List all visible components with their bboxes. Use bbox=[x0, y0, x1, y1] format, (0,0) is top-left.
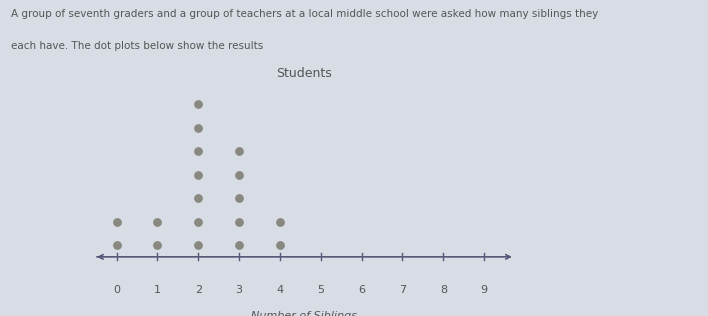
Title: Students: Students bbox=[277, 67, 332, 80]
Point bbox=[111, 219, 122, 224]
Point bbox=[193, 125, 204, 130]
Text: A group of seventh graders and a group of teachers at a local middle school were: A group of seventh graders and a group o… bbox=[11, 9, 598, 20]
Point bbox=[193, 243, 204, 248]
Point bbox=[234, 196, 245, 201]
Text: each have. The dot plots below show the results: each have. The dot plots below show the … bbox=[11, 41, 263, 51]
Point bbox=[234, 243, 245, 248]
Point bbox=[193, 196, 204, 201]
X-axis label: Number of Siblings: Number of Siblings bbox=[251, 311, 358, 316]
Point bbox=[152, 219, 163, 224]
Point bbox=[193, 149, 204, 154]
Point bbox=[274, 243, 285, 248]
Point bbox=[152, 243, 163, 248]
Point bbox=[234, 172, 245, 177]
Point bbox=[111, 243, 122, 248]
Point bbox=[193, 101, 204, 106]
Point bbox=[274, 219, 285, 224]
Point bbox=[193, 172, 204, 177]
Point bbox=[234, 219, 245, 224]
Point bbox=[234, 149, 245, 154]
Point bbox=[193, 219, 204, 224]
